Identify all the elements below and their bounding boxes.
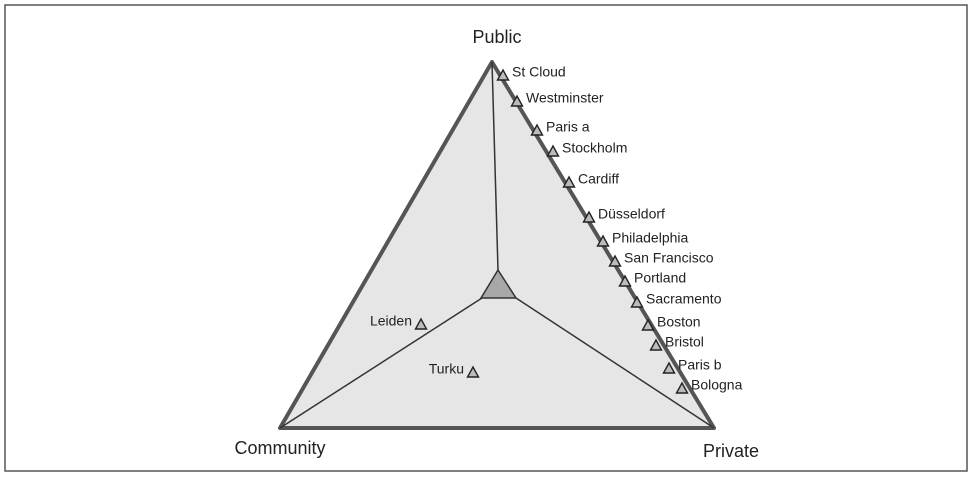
node-marker xyxy=(466,365,480,378)
node-label: Sacramento xyxy=(646,291,722,307)
node-marker xyxy=(530,123,544,136)
node-marker xyxy=(510,94,524,107)
node-label: Bristol xyxy=(665,334,704,350)
node-label: Leiden xyxy=(370,313,412,329)
center-marker xyxy=(479,268,518,299)
node-marker xyxy=(641,318,655,331)
node-label: San Francisco xyxy=(624,250,714,266)
node-label: Bologna xyxy=(691,377,743,393)
node-marker xyxy=(596,234,610,247)
node-marker xyxy=(608,254,622,267)
node-label: Turku xyxy=(429,361,464,377)
divider xyxy=(491,61,499,271)
node-marker xyxy=(546,144,560,157)
node-marker xyxy=(414,317,428,330)
node-marker xyxy=(618,274,632,287)
node-marker xyxy=(582,210,596,223)
corner-label: Public xyxy=(472,27,521,47)
node-marker xyxy=(649,338,663,351)
divider xyxy=(515,297,715,429)
node-label: Düsseldorf xyxy=(598,206,665,222)
node-label: Westminster xyxy=(526,90,604,106)
corner-label: Community xyxy=(234,438,325,458)
corner-label: Private xyxy=(703,441,759,461)
node-label: Portland xyxy=(634,270,686,286)
node-label: Cardiff xyxy=(578,171,619,187)
node-marker xyxy=(630,295,644,308)
node-marker xyxy=(675,381,689,394)
divider xyxy=(279,297,483,429)
node-label: Stockholm xyxy=(562,140,627,156)
node-marker xyxy=(496,68,510,81)
node-label: St Cloud xyxy=(512,64,566,80)
node-label: Paris b xyxy=(678,357,722,373)
node-marker xyxy=(562,175,576,188)
node-label: Paris a xyxy=(546,119,590,135)
node-label: Boston xyxy=(657,314,701,330)
node-label: Philadelphia xyxy=(612,230,688,246)
node-marker xyxy=(662,361,676,374)
